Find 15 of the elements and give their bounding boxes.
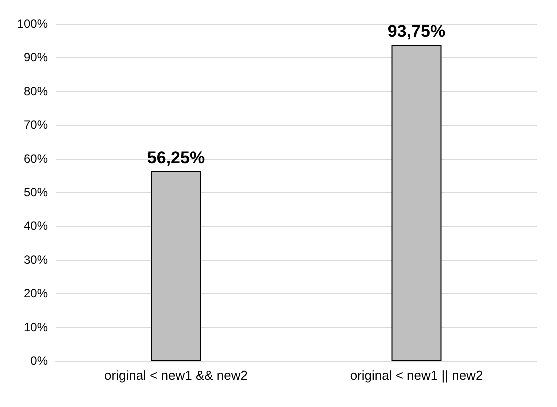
y-tick-label: 10% bbox=[24, 320, 48, 334]
y-tick-label: 0% bbox=[30, 354, 48, 368]
y-tick-label: 50% bbox=[24, 186, 48, 200]
y-tick-label: 90% bbox=[24, 50, 48, 65]
x-tick-label: original < new1 && new2 bbox=[104, 368, 248, 383]
y-tick-label: 100% bbox=[17, 17, 48, 31]
data-label: 56,25% bbox=[147, 148, 206, 168]
data-label: 93,75% bbox=[388, 22, 446, 42]
y-tick-label: 80% bbox=[24, 84, 48, 98]
x-tick-label: original < new1 || new2 bbox=[350, 368, 484, 383]
y-tick-label: 60% bbox=[24, 152, 48, 166]
y-tick-label: 40% bbox=[24, 219, 48, 234]
y-tick-label: 30% bbox=[24, 252, 48, 267]
y-tick-label: 70% bbox=[24, 118, 48, 132]
y-tick-label: 20% bbox=[24, 286, 48, 301]
